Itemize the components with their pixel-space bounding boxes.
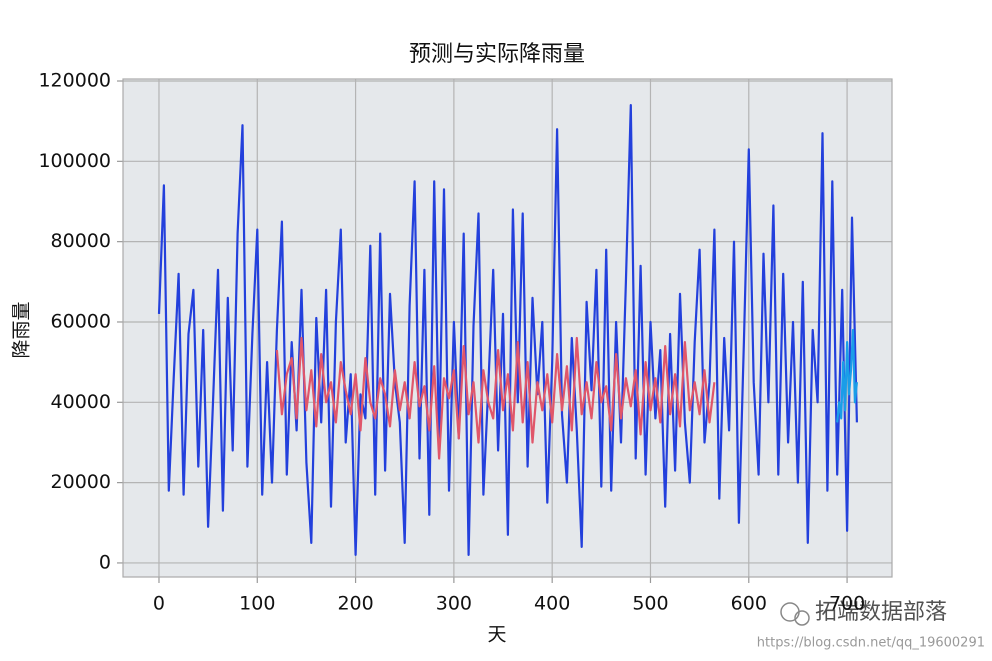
- x-axis-label: 天: [487, 624, 506, 646]
- watermark-brand: 拓端数据部落: [815, 600, 947, 625]
- series-line: [157, 104, 858, 556]
- x-tick-label: 600: [731, 593, 767, 615]
- watermark: 拓端数据部落 https://blog.csdn.net/qq_19600291: [757, 600, 985, 651]
- chart-title: 预测与实际降雨量: [409, 42, 585, 67]
- y-axis-label: 降雨量: [11, 301, 33, 358]
- x-tick-label: 0: [153, 593, 165, 615]
- y-tick-label: 0: [99, 551, 111, 573]
- watermark-icon: [794, 610, 810, 626]
- series-line: [836, 328, 858, 423]
- y-tick-label: 80000: [51, 230, 111, 252]
- watermark-url: https://blog.csdn.net/qq_19600291: [757, 636, 985, 651]
- x-tick-label: 400: [534, 593, 570, 615]
- x-tick-label: 100: [239, 593, 275, 615]
- y-tick-label: 20000: [51, 471, 111, 493]
- y-tick-label: 120000: [38, 70, 111, 92]
- x-tick-label: 300: [436, 593, 472, 615]
- series-line: [275, 336, 716, 460]
- y-tick-label: 60000: [51, 310, 111, 332]
- y-tick-label: 40000: [51, 391, 111, 413]
- x-tick-label: 700: [829, 593, 865, 615]
- plot-frame: [122, 78, 893, 578]
- x-tick-label: 500: [632, 593, 668, 615]
- x-tick-label: 200: [337, 593, 373, 615]
- watermark-icon: [780, 602, 800, 622]
- y-tick-label: 100000: [38, 150, 111, 172]
